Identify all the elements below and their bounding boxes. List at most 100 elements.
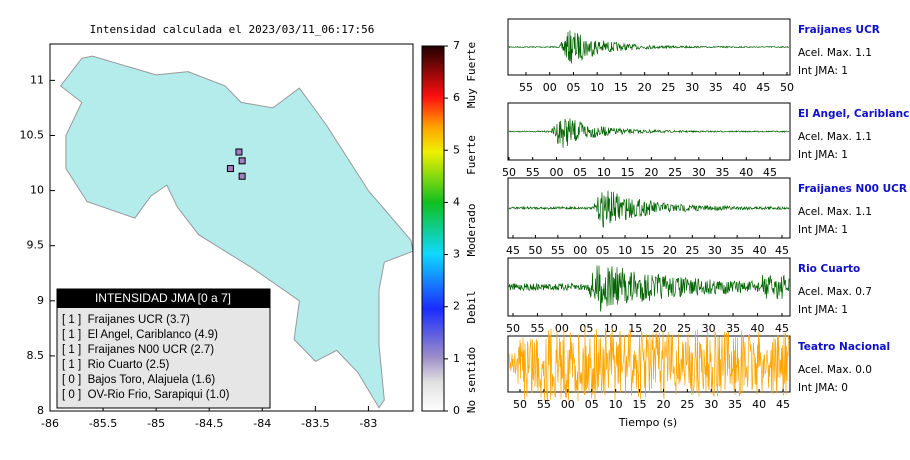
time-tick-label: 40 bbox=[733, 81, 747, 94]
jma-intensity: Int JMA: 1 bbox=[798, 224, 848, 236]
time-tick-label: 10 bbox=[618, 244, 632, 257]
station-marker bbox=[226, 165, 234, 173]
time-tick-label: 00 bbox=[561, 398, 575, 411]
y-tick-label: 8 bbox=[37, 404, 44, 417]
time-tick-label: 45 bbox=[776, 398, 790, 411]
time-tick-label: 25 bbox=[677, 322, 691, 335]
colorbar-tick-label: 2 bbox=[453, 300, 460, 313]
y-tick-label: 9.5 bbox=[27, 239, 45, 252]
peak-acceleration: Acel. Max. 1.1 bbox=[798, 131, 872, 143]
peak-acceleration: Acel. Max. 0.7 bbox=[798, 286, 872, 298]
station-title: Fraijanes UCR bbox=[798, 24, 880, 36]
station-title: El Angel, Cariblanco bbox=[798, 108, 910, 120]
y-tick-label: 10 bbox=[30, 184, 44, 197]
jma-intensity: Int JMA: 1 bbox=[798, 65, 848, 77]
time-tick-label: 00 bbox=[543, 81, 557, 94]
peak-acceleration: Acel. Max. 0.0 bbox=[798, 364, 872, 376]
jma-intensity: Int JMA: 1 bbox=[798, 304, 848, 316]
time-tick-label: 50 bbox=[506, 322, 520, 335]
time-tick-label: 50 bbox=[513, 398, 527, 411]
colorbar-category: Moderado bbox=[465, 204, 478, 257]
peak-acceleration: Acel. Max. 1.1 bbox=[798, 206, 872, 218]
time-tick-label: 30 bbox=[704, 398, 718, 411]
time-tick-label: 55 bbox=[551, 244, 565, 257]
time-tick-label: 30 bbox=[685, 81, 699, 94]
time-tick-label: 50 bbox=[780, 81, 794, 94]
time-tick-label: 25 bbox=[685, 244, 699, 257]
time-tick-label: 40 bbox=[739, 166, 753, 179]
colorbar-category: No sentido bbox=[465, 347, 478, 413]
time-tick-label: 15 bbox=[621, 166, 635, 179]
time-tick-label: 55 bbox=[526, 166, 540, 179]
legend-entry: [ 1 ] Fraijanes N00 UCR (2.7) bbox=[62, 344, 214, 356]
station-marker bbox=[235, 148, 243, 156]
y-tick-label: 11 bbox=[30, 73, 44, 86]
time-tick-label: 05 bbox=[579, 322, 593, 335]
waveform bbox=[508, 30, 790, 64]
colorbar bbox=[421, 45, 445, 412]
legend-header bbox=[57, 289, 270, 308]
station-title: Teatro Nacional bbox=[798, 341, 890, 353]
time-tick-label: 00 bbox=[549, 166, 563, 179]
time-tick-label: 20 bbox=[638, 81, 652, 94]
colorbar-tick-label: 6 bbox=[453, 91, 460, 104]
time-tick-label: 55 bbox=[537, 398, 551, 411]
colorbar-tick-label: 7 bbox=[453, 39, 460, 52]
y-tick-label: 10.5 bbox=[20, 128, 45, 141]
x-tick-label: -83.5 bbox=[301, 417, 329, 430]
colorbar-tick-label: 0 bbox=[453, 404, 460, 417]
time-tick-label: 30 bbox=[702, 322, 716, 335]
peak-acceleration: Acel. Max. 1.1 bbox=[798, 47, 872, 59]
time-tick-label: 35 bbox=[726, 322, 740, 335]
station-marker bbox=[238, 157, 246, 165]
time-tick-label: 50 bbox=[528, 244, 542, 257]
x-tick-label: -85.5 bbox=[89, 417, 117, 430]
time-tick-label: 20 bbox=[644, 166, 658, 179]
land bbox=[59, 55, 414, 409]
y-tick-label: 8.5 bbox=[27, 349, 45, 362]
time-tick-label: 05 bbox=[566, 81, 580, 94]
station-title: Rio Cuarto bbox=[798, 263, 860, 275]
colorbar-tick-label: 3 bbox=[453, 248, 460, 261]
time-tick-label: 55 bbox=[519, 81, 533, 94]
time-tick-label: 55 bbox=[530, 322, 544, 335]
jma-intensity: Int JMA: 1 bbox=[798, 149, 848, 161]
time-tick-label: 50 bbox=[502, 166, 516, 179]
time-tick-label: 40 bbox=[753, 244, 767, 257]
station-marker bbox=[238, 172, 246, 180]
x-tick-label: -85 bbox=[147, 417, 165, 430]
time-tick-label: 25 bbox=[661, 81, 675, 94]
legend-entry: [ 1 ] Rio Cuarto (2.5) bbox=[62, 359, 170, 371]
jma-intensity: Int JMA: 0 bbox=[798, 382, 848, 394]
time-tick-label: 10 bbox=[597, 166, 611, 179]
time-tick-label: 30 bbox=[692, 166, 706, 179]
x-tick-label: -84 bbox=[253, 417, 271, 430]
colorbar-category: Debil bbox=[465, 290, 478, 323]
time-tick-label: 25 bbox=[668, 166, 682, 179]
x-tick-label: -84.5 bbox=[195, 417, 223, 430]
colorbar-category: Muy Fuerte bbox=[465, 42, 478, 108]
time-tick-label: 20 bbox=[656, 398, 670, 411]
legend-entry: [ 1 ] Fraijanes UCR (3.7) bbox=[62, 314, 190, 326]
time-tick-label: 25 bbox=[680, 398, 694, 411]
time-tick-label: 45 bbox=[775, 322, 789, 335]
station-title: Fraijanes N00 UCR bbox=[798, 183, 907, 195]
time-tick-label: 10 bbox=[604, 322, 618, 335]
colorbar-tick-label: 5 bbox=[453, 143, 460, 156]
time-tick-label: 10 bbox=[590, 81, 604, 94]
time-tick-label: 05 bbox=[596, 244, 610, 257]
legend-entry: [ 1 ] El Angel, Cariblanco (4.9) bbox=[62, 329, 218, 341]
time-tick-label: 05 bbox=[573, 166, 587, 179]
y-tick-label: 9 bbox=[37, 294, 44, 307]
time-tick-label: 00 bbox=[555, 322, 569, 335]
time-tick-label: 40 bbox=[751, 322, 765, 335]
waveform bbox=[508, 327, 790, 402]
map-title: Intensidad calculada el 2023/03/11_06:17… bbox=[90, 23, 375, 36]
time-tick-label: 40 bbox=[752, 398, 766, 411]
time-tick-label: 35 bbox=[730, 244, 744, 257]
x-tick-label: -86 bbox=[41, 417, 59, 430]
legend-entry: [ 0 ] OV-Rio Frio, Sarapiqui (1.0) bbox=[62, 389, 230, 401]
legend-entry: [ 0 ] Bajos Toro, Alajuela (1.6) bbox=[62, 374, 215, 386]
time-tick-label: 15 bbox=[633, 398, 647, 411]
